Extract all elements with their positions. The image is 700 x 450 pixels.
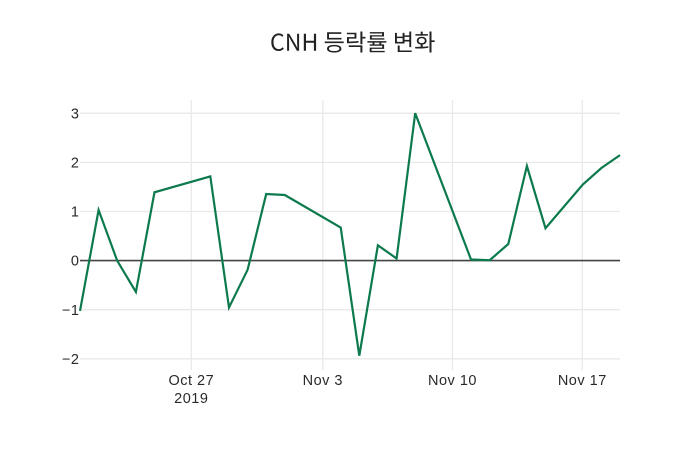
svg-text:−2: −2 [62,352,80,368]
svg-text:2: 2 [71,156,80,172]
svg-text:Nov 17: Nov 17 [558,373,607,389]
svg-text:Oct 27: Oct 27 [168,373,214,389]
svg-text:−1: −1 [62,303,80,319]
svg-text:Nov 3: Nov 3 [303,373,343,389]
svg-text:Nov 10: Nov 10 [428,373,477,389]
svg-text:0: 0 [71,254,80,270]
svg-text:2019: 2019 [174,391,208,407]
svg-text:3: 3 [71,106,80,122]
svg-text:1: 1 [71,205,80,221]
